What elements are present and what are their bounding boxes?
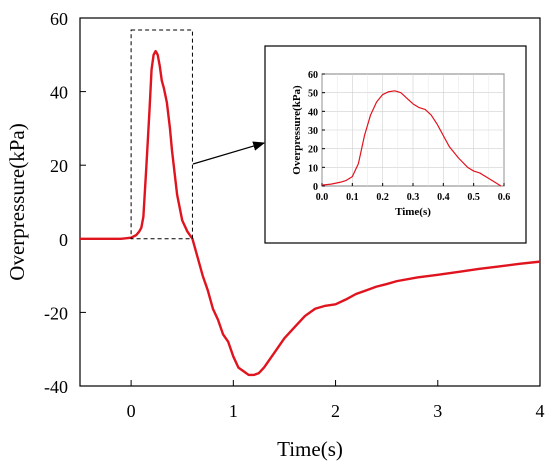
main-y-tick-label: -40 [44, 377, 68, 397]
inset-ticks: 0.0 0.1 0.2 0.3 0.4 0.5 0.6 0 10 20 30 40 50 60 [308, 70, 510, 203]
inset-box [264, 45, 527, 244]
inset-y-tick-label: 10 [308, 163, 318, 174]
inset-line-series [321, 90, 502, 187]
zoom-highlight-box [130, 29, 193, 240]
main-x-axis-title: Time(s) [277, 437, 343, 461]
inset-y-tick-label: 60 [308, 70, 318, 81]
inset-x-tick-label: 0.6 [498, 192, 511, 203]
inset-x-tick-label: 0.0 [316, 192, 329, 203]
inset-x-tick-label: 0.5 [467, 192, 480, 203]
main-x-tick-label: 3 [433, 401, 442, 421]
main-y-tick-label: 20 [50, 156, 68, 176]
inset-y-axis-title: Overpressure(kPa) [291, 85, 303, 175]
main-y-axis-title: Overpressure(kPa) [5, 123, 29, 280]
inset-y-tick-label: 30 [308, 126, 318, 137]
zoom-arrow [192, 141, 266, 165]
inset-x-tick-label: 0.1 [346, 192, 359, 203]
inset-x-tick-label: 0.3 [407, 192, 420, 203]
main-x-tick-label: 0 [127, 401, 136, 421]
main-line-series [80, 49, 541, 377]
inset-y-tick-label: 50 [308, 89, 318, 100]
main-ticks: 0 1 2 3 4 -40 -20 0 20 40 60 [44, 9, 545, 421]
main-y-tick-label: -20 [44, 303, 68, 323]
inset-y-tick-label: 20 [308, 145, 318, 156]
inset-y-tick-label: 40 [308, 107, 318, 118]
main-y-tick-label: 60 [50, 9, 68, 29]
inset-x-tick-label: 0.2 [376, 192, 389, 203]
inset-series-line [321, 90, 502, 187]
main-y-tick-label: 0 [59, 230, 68, 250]
inset-x-tick-label: 0.4 [437, 192, 450, 203]
main-plot-frame [79, 17, 541, 387]
inset-x-axis-title: Time(s) [395, 206, 431, 218]
main-x-tick-label: 2 [331, 401, 340, 421]
main-series-line [80, 49, 541, 377]
main-x-tick-label: 1 [229, 401, 238, 421]
inset-y-tick-label: 0 [313, 182, 318, 193]
main-y-tick-label: 40 [50, 83, 68, 103]
main-x-tick-label: 4 [536, 401, 545, 421]
